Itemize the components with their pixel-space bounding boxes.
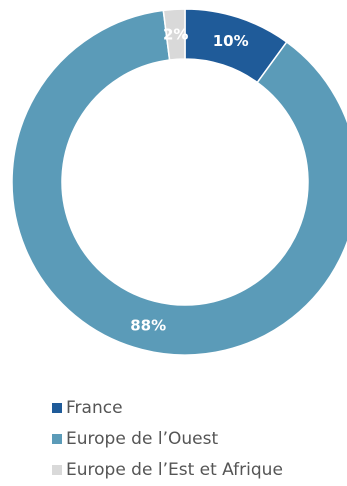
legend-label-france: France [66, 397, 123, 418]
slice-europe-de-l-ouest [11, 9, 347, 356]
legend-item-europe-de-l-est-et-afrique: Europe de l’Est et Afrique [52, 454, 283, 485]
legend-swatch-france [52, 402, 62, 413]
donut-chart: 10% 88% 2% [11, 8, 347, 356]
chart-legend: France Europe de l’Ouest Europe de l’Est… [52, 392, 283, 485]
data-label-europe-de-l-est-et-afrique: 2% [163, 25, 188, 43]
legend-swatch-europe-de-l-est-et-afrique [52, 464, 62, 475]
data-label-europe-de-l-ouest: 88% [130, 316, 166, 334]
legend-swatch-europe-de-l-ouest [52, 433, 62, 444]
donut-slices [11, 8, 347, 356]
slice-europe-de-l-est-et-afrique [162, 8, 186, 61]
legend-label-europe-de-l-est-et-afrique: Europe de l’Est et Afrique [66, 459, 283, 480]
legend-item-europe-de-l-ouest: Europe de l’Ouest [52, 423, 283, 454]
legend-item-france: France [52, 392, 283, 423]
donut-data-labels: 10% 88% 2% [130, 25, 248, 334]
legend-label-europe-de-l-ouest: Europe de l’Ouest [66, 428, 219, 449]
data-label-france: 10% [213, 32, 249, 50]
